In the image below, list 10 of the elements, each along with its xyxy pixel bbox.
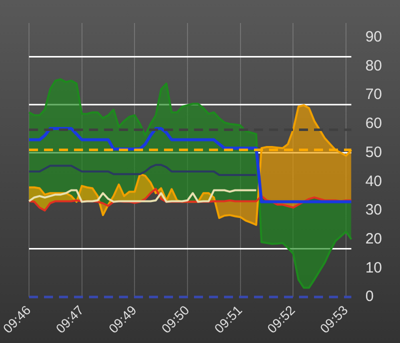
- y-tick-label: 0: [365, 288, 374, 306]
- y-tick-label: 50: [365, 144, 382, 161]
- y-tick-label: 70: [365, 86, 382, 104]
- y-tick-label: 10: [365, 259, 382, 276]
- y-tick-label: 80: [365, 57, 382, 74]
- y-tick-label: 30: [365, 202, 382, 219]
- y-tick-label: 20: [365, 230, 382, 248]
- y-tick-label: 40: [365, 172, 382, 190]
- y-tick-label: 90: [365, 28, 382, 46]
- y-tick-label: 60: [365, 115, 382, 132]
